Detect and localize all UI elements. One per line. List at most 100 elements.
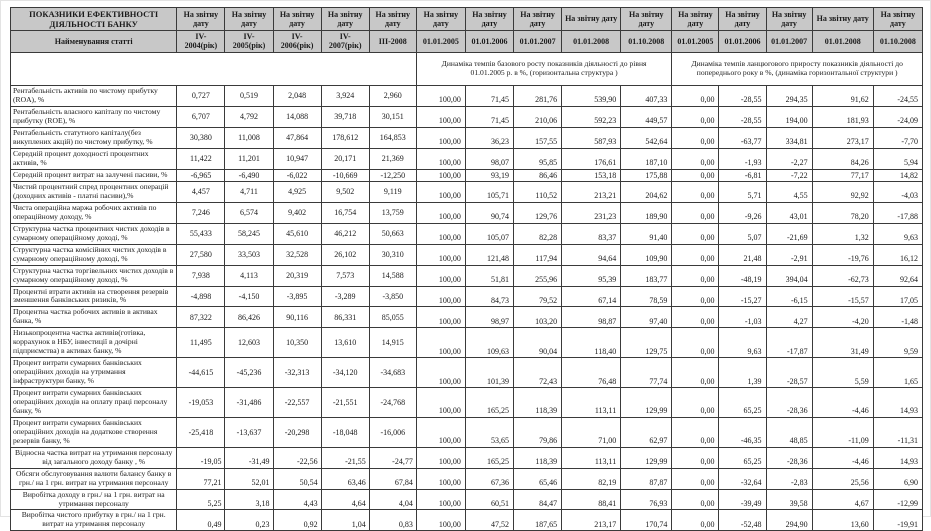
efficiency-table: ПОКАЗНИКИ ЕФЕКТИВНОСТІ ДІЯЛЬНОСТІ БАНКУ … [9,6,924,531]
chain-growth-cell: 9,63 [872,222,924,245]
report-date-header: На звітну дату [176,6,226,32]
base-growth-cell: 101,39 [464,357,515,389]
row-label: Виробітка чистого прибутку в грн./ на 1 … [9,509,178,531]
base-growth-cell: 187,10 [620,147,673,170]
base-growth-cell: 65,46 [513,467,563,490]
table-row: Обсяги обслуговування валюти балансу бан… [9,467,924,490]
chain-growth-cell: -4,03 [872,180,924,203]
chain-growth-cell: 1,32 [811,222,874,245]
chain-growth-cell: -2,83 [765,467,813,490]
chain-growth-cell: 21,48 [718,243,767,266]
row-label: Виробітка доходу в грн./ на 1 грн. витра… [9,488,178,511]
period-value-cell: 2,960 [368,84,417,107]
period-value-cell: 0,519 [224,84,274,107]
chain-growth-cell: -2,27 [765,147,813,170]
period-value-cell: 4,711 [224,180,274,203]
period-value-cell: 46,212 [320,222,370,245]
period-value-cell: 16,754 [320,201,370,224]
chain-growth-cell: 0,00 [671,147,720,170]
chain-growth-cell: 16,12 [872,243,924,266]
table-row: Структурна частка комісійних чистих дохо… [9,243,924,266]
period-value-cell: 20,319 [272,264,322,287]
period-value-cell: -6,490 [224,168,274,182]
period-value-cell: 9,402 [272,201,322,224]
chain-date-header: 01.10.2008 [872,30,924,53]
base-growth-cell: 542,64 [620,126,673,149]
chain-growth-cell: 4,55 [765,180,813,203]
chain-growth-cell: -4,20 [811,306,874,329]
base-growth-cell: 100,00 [415,222,466,245]
base-growth-cell: 76,93 [620,488,673,511]
chain-growth-cell: 4,67 [811,488,874,511]
base-growth-cell: 90,04 [513,327,563,359]
base-growth-cell: 98,87 [561,306,622,329]
table-row: Процент витрати сумарних банківських опе… [9,416,924,448]
chain-growth-cell: -6,81 [718,168,767,182]
period-value-cell: 86,426 [224,306,274,329]
base-growth-cell: 117,94 [513,243,563,266]
row-label: Процент витрати сумарних банківських опе… [9,357,178,389]
period-value-cell: -24,768 [368,387,417,418]
base-growth-cell: 94,64 [561,243,622,266]
chain-growth-cell: 0,00 [671,105,720,128]
chain-growth-cell: 92,64 [872,264,924,287]
period-value-cell: 164,853 [368,126,417,149]
period-value-cell: 4,113 [224,264,274,287]
chain-growth-cell: -4,46 [811,446,874,469]
base-growth-cell: 210,06 [513,105,563,128]
row-label: Рентабельність статутного капіталу(без в… [9,126,178,149]
base-growth-cell: 67,36 [464,467,515,490]
base-growth-cell: 98,07 [464,147,515,170]
period-value-cell: -31,486 [224,387,274,418]
chain-growth-cell: 0,00 [671,126,720,149]
report-date-header: На звітну дату [872,6,924,32]
base-growth-cell: 90,74 [464,201,515,224]
base-growth-cell: 113,11 [561,446,622,469]
chain-growth-cell: 13,60 [811,509,874,531]
period-value-cell: 30,380 [176,126,226,149]
chain-growth-cell: 0,00 [671,168,720,182]
period-value-cell: 55,433 [176,222,226,245]
chain-date-header: 01.01.2007 [765,30,813,53]
base-growth-cell: 100,00 [415,105,466,128]
row-label: Структурна частка торгівельних чистих до… [9,264,178,287]
chain-growth-cell: -7,70 [872,126,924,149]
period-value-cell: -24,77 [368,446,417,469]
period-value-cell: -22,557 [272,387,322,418]
base-growth-cell: 84,47 [513,488,563,511]
chain-growth-cell: -2,91 [765,243,813,266]
chain-date-header: 01.01.2008 [811,30,874,53]
table-row: Чиста операційна маржа робочих активів п… [9,201,924,224]
row-label: Структурна частка процентних чистих дохо… [9,222,178,245]
base-growth-cell: 86,46 [513,168,563,182]
chain-growth-cell: 9,59 [872,327,924,359]
base-growth-cell: 100,00 [415,306,466,329]
period-value-cell: 2,048 [272,84,322,107]
base-growth-cell: 100,00 [415,180,466,203]
base-growth-cell: 129,99 [620,387,673,418]
base-growth-cell: 165,25 [464,446,515,469]
chain-growth-cell: 0,00 [671,264,720,287]
base-growth-cell: 118,40 [561,327,622,359]
period-column-header: III-2008 [368,30,417,53]
chain-growth-cell: -28,55 [718,84,767,107]
base-date-header: 01.01.2006 [464,30,515,53]
chain-growth-cell: 0,00 [671,488,720,511]
chain-growth-cell: 5,59 [811,357,874,389]
period-value-cell: 13,610 [320,327,370,359]
report-date-header: На звітну дату [464,6,515,32]
chain-growth-cell: -24,09 [872,105,924,128]
base-date-header: 01.01.2007 [513,30,563,53]
chain-growth-cell: 0,00 [671,509,720,531]
table-row: Чистий процентний спред процентних опера… [9,180,924,203]
period-value-cell: 90,116 [272,306,322,329]
base-growth-cell: 93,19 [464,168,515,182]
base-date-header: 01.10.2008 [620,30,673,53]
base-growth-cell: 95,85 [513,147,563,170]
chain-growth-cell: 17,05 [872,285,924,308]
base-growth-cell: 100,00 [415,264,466,287]
row-label: Обсяги обслуговування валюти балансу бан… [9,467,178,490]
period-value-cell: 27,580 [176,243,226,266]
period-value-cell: -16,006 [368,416,417,448]
row-label: Процентна частка робочих активів в актив… [9,306,178,329]
